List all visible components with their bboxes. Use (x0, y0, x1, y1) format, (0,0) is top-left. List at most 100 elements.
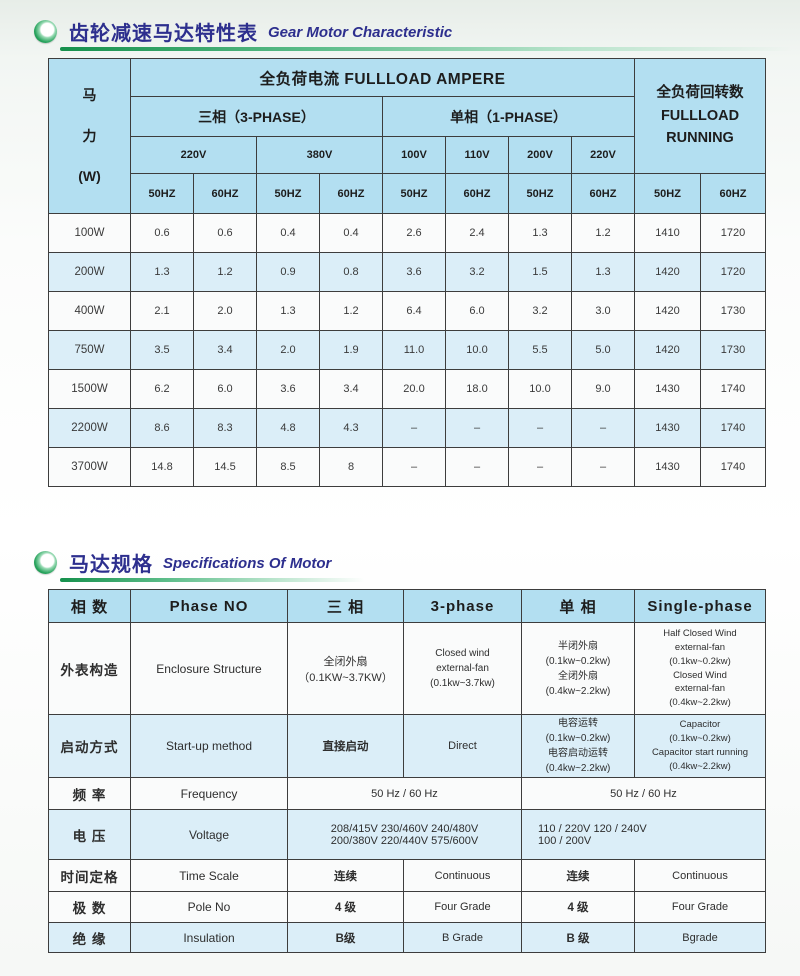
value-cell: 0.9 (256, 252, 320, 292)
row-label-en: Frequency (130, 777, 288, 810)
row-label-en: Pole No (130, 891, 288, 923)
table-row-frequency: 频 率 Frequency 50 Hz / 60 Hz 50 Hz / 60 H… (48, 777, 766, 810)
voltage-header-200v: 200V (508, 136, 572, 174)
value-cell: 0.4 (256, 213, 320, 253)
hz-header: 60HZ (319, 173, 383, 214)
value-cell: 5.0 (571, 330, 635, 370)
table-row-voltage: 电 压 Voltage 208/415V 230/460V 240/480V 2… (48, 809, 766, 860)
value-cell: 6.0 (193, 369, 257, 409)
cell-single-en: Capacitor (0.1kw~0.2kw) Capacitor start … (634, 714, 766, 778)
cell-single-zh: 半闭外扇 (0.1kw~0.2kw) 全闭外扇 (0.4kw~2.2kw) (521, 622, 635, 715)
header-single-zh: 单 相 (521, 589, 635, 623)
row-label-en: Insulation (130, 922, 288, 953)
value-cell: 20.0 (382, 369, 446, 409)
value-cell: 1740 (700, 408, 766, 448)
table-row: 1500W 6.2 6.0 3.6 3.4 20.0 18.0 10.0 9.0… (48, 369, 766, 409)
motor-specifications-table: 相 数 Phase NO 三 相 3-phase 单 相 Single-phas… (48, 589, 766, 953)
value-cell: – (445, 447, 509, 487)
value-cell: 5.5 (508, 330, 572, 370)
cell-single-en: Bgrade (634, 922, 766, 953)
value-cell: 6.4 (382, 291, 446, 331)
voltage-header-100v: 100V (382, 136, 446, 174)
title-underline (60, 47, 792, 51)
green-ring-bullet-icon (34, 550, 57, 574)
value-cell: 1.3 (571, 252, 635, 292)
cell-three-merged: 208/415V 230/460V 240/480V 200/380V 220/… (287, 809, 522, 860)
value-cell: 1.5 (508, 252, 572, 292)
value-cell: 1730 (700, 291, 766, 331)
row-label-zh: 时间定格 (48, 859, 131, 892)
row-label-zh: 绝 缘 (48, 922, 131, 953)
table-row: 200W 1.3 1.2 0.9 0.8 3.6 3.2 1.5 1.3 142… (48, 252, 766, 292)
value-cell: 1740 (700, 447, 766, 487)
value-cell: 1.3 (256, 291, 320, 331)
value-cell: 1.2 (193, 252, 257, 292)
hz-header: 60HZ (445, 173, 509, 214)
value-cell: 1720 (700, 213, 766, 253)
cell-three-en: Closed wind external-fan (0.1kw~3.7kw) (403, 622, 522, 715)
cell-single-merged: 110 / 220V 120 / 240V 100 / 200V (521, 809, 766, 860)
value-cell: 1.9 (319, 330, 383, 370)
header-three-zh: 三 相 (287, 589, 404, 623)
value-cell: 1730 (700, 330, 766, 370)
value-cell: 3.4 (193, 330, 257, 370)
value-cell: 1430 (634, 369, 701, 409)
table-header-row: 相 数 Phase NO 三 相 3-phase 单 相 Single-phas… (48, 589, 766, 623)
voltage-header-220v-single: 220V (571, 136, 635, 174)
value-cell: 1420 (634, 252, 701, 292)
value-cell: 3.4 (319, 369, 383, 409)
section2-title-zh: 马达规格 (69, 553, 153, 576)
table-row-timescale: 时间定格 Time Scale 连续 Continuous 连续 Continu… (48, 859, 766, 892)
value-cell: 1720 (700, 252, 766, 292)
cell-single-en: Continuous (634, 859, 766, 892)
value-cell: 1430 (634, 447, 701, 487)
hz-header: 50HZ (382, 173, 446, 214)
table-row: 100W 0.6 0.6 0.4 0.4 2.6 2.4 1.3 1.2 141… (48, 213, 766, 253)
cell-three-merged: 50 Hz / 60 Hz (287, 777, 522, 810)
value-cell: 3.0 (571, 291, 635, 331)
cell-three-zh: 直接启动 (287, 714, 404, 778)
value-cell: 1740 (700, 369, 766, 409)
hz-header: 50HZ (634, 173, 701, 214)
voltage-header-380v: 380V (256, 136, 383, 174)
power-cell: 750W (48, 330, 131, 370)
value-cell: 3.2 (508, 291, 572, 331)
power-column-header: 马 力 (W) (48, 58, 131, 214)
value-cell: 2.6 (382, 213, 446, 253)
cell-three-zh: 全闭外扇 （0.1KW~3.7KW） (287, 622, 404, 715)
cell-single-en: Four Grade (634, 891, 766, 923)
cell-single-zh: 连续 (521, 859, 635, 892)
power-cell: 3700W (48, 447, 131, 487)
row-label-en: Enclosure Structure (130, 622, 288, 715)
green-ring-bullet-icon (34, 19, 57, 43)
cell-single-zh: 电容运转 (0.1kw~0.2kw) 电容启动运转 (0.4kw~2.2kw) (521, 714, 635, 778)
value-cell: – (382, 447, 446, 487)
cell-three-en: Direct (403, 714, 522, 778)
table-row-startup: 启动方式 Start-up method 直接启动 Direct 电容运转 (0… (48, 714, 766, 778)
cell-single-zh: B 级 (521, 922, 635, 953)
value-cell: 1.3 (130, 252, 194, 292)
table-row: 400W 2.1 2.0 1.3 1.2 6.4 6.0 3.2 3.0 142… (48, 291, 766, 331)
section1-title-en: Gear Motor Characteristic (268, 24, 453, 41)
cell-single-en: Half Closed Wind external-fan (0.1kw~0.2… (634, 622, 766, 715)
row-label-zh: 频 率 (48, 777, 131, 810)
table-row: 750W 3.5 3.4 2.0 1.9 11.0 10.0 5.5 5.0 1… (48, 330, 766, 370)
value-cell: 1430 (634, 408, 701, 448)
hz-header: 50HZ (508, 173, 572, 214)
cell-three-zh: 连续 (287, 859, 404, 892)
power-cell: 2200W (48, 408, 131, 448)
cell-three-en: Continuous (403, 859, 522, 892)
value-cell: 2.0 (193, 291, 257, 331)
hz-header: 50HZ (256, 173, 320, 214)
value-cell: 2.1 (130, 291, 194, 331)
cell-three-en: Four Grade (403, 891, 522, 923)
value-cell: 10.0 (508, 369, 572, 409)
table-row-pole: 极 数 Pole No 4 级 Four Grade 4 级 Four Grad… (48, 891, 766, 923)
value-cell: 1410 (634, 213, 701, 253)
value-cell: 18.0 (445, 369, 509, 409)
table-row-insulation: 绝 缘 Insulation B级 B Grade B 级 Bgrade (48, 922, 766, 953)
value-cell: 8.5 (256, 447, 320, 487)
row-label-en: Time Scale (130, 859, 288, 892)
value-cell: 1.2 (571, 213, 635, 253)
value-cell: – (445, 408, 509, 448)
